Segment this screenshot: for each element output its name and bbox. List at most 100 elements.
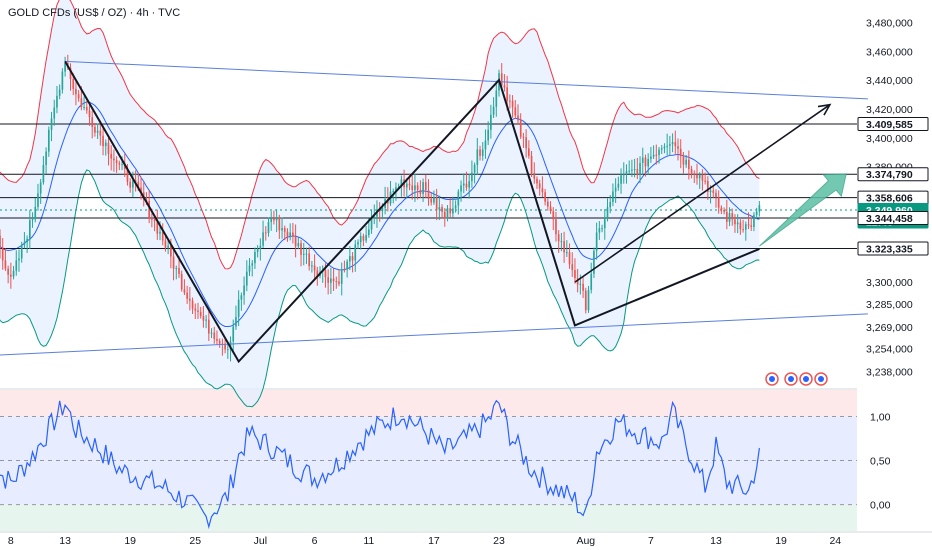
candle-body: [492, 106, 495, 115]
candle-body: [739, 222, 742, 230]
candle-body: [457, 191, 460, 206]
candle-body: [72, 79, 75, 89]
candle-body: [424, 182, 427, 191]
candle-body: [281, 228, 283, 231]
candle-body: [15, 260, 18, 271]
candle-body: [438, 207, 441, 210]
price-tick-label: 3,440,000: [866, 75, 913, 87]
candle-body: [18, 258, 20, 261]
price-tick-label: 3,238,000: [866, 367, 913, 379]
candle-body: [151, 218, 153, 220]
price-axis[interactable]: 3,480,000 3,460,000 3,440,000 3,420,000 3,40…: [866, 17, 913, 378]
candle-body: [332, 278, 335, 282]
time-tick-label: Jul: [254, 535, 267, 547]
candle-body: [0, 235, 1, 248]
price-tick-label: 3,460,000: [866, 46, 913, 58]
candle-body: [758, 205, 761, 212]
candle-body: [563, 241, 565, 253]
candle-body: [134, 180, 137, 182]
candle-body: [544, 192, 546, 202]
candle-body: [587, 289, 590, 311]
candle-body: [362, 235, 365, 241]
candle-body: [69, 67, 72, 80]
candle-body: [115, 160, 118, 164]
candle-body: [77, 94, 80, 99]
candle-body: [308, 253, 311, 267]
price-tick-label: 3,254,000: [866, 343, 913, 355]
candle-body: [126, 169, 129, 182]
candle-body: [197, 310, 199, 312]
candle-body: [584, 290, 587, 311]
candle-body: [603, 219, 606, 229]
candle-body: [625, 171, 628, 175]
candle-body: [454, 205, 457, 209]
candle-body: [650, 156, 652, 159]
candle-body: [202, 315, 205, 321]
time-tick-label: 11: [363, 535, 374, 547]
candle-body: [706, 180, 709, 193]
candle-body: [742, 229, 744, 231]
candle-body: [392, 191, 395, 193]
price-tick-label: 3,269,000: [866, 322, 913, 334]
candle-body: [110, 153, 113, 159]
candle-body: [755, 211, 758, 215]
time-tick-label: 6: [312, 535, 318, 547]
candle-body: [533, 173, 536, 179]
candle-body: [367, 229, 370, 236]
candle-body: [58, 89, 61, 96]
candle-body: [213, 332, 216, 339]
candle-body: [243, 285, 245, 296]
candle-body: [349, 256, 351, 262]
candle-body: [354, 244, 357, 261]
candle-body: [582, 283, 584, 291]
candle-body: [560, 241, 563, 243]
candle-body: [218, 340, 221, 344]
candle-body: [85, 106, 88, 111]
candle-body: [343, 269, 346, 271]
candle-body: [278, 217, 281, 231]
candle-body: [199, 311, 202, 316]
candle-body: [481, 149, 484, 156]
candle-body: [715, 192, 717, 197]
candle-body: [476, 149, 479, 165]
time-axis[interactable]: 8 13 19 25 Jul 6 11 17 23 Aug 7 13 19 24: [0, 531, 932, 547]
price-labels: 3.409,5853.374,7903.358,6063.349,96012:4…: [857, 117, 929, 256]
candle-body: [264, 232, 267, 234]
lower-trendline: [0, 313, 868, 356]
price-label-text: 3.409,585: [866, 119, 913, 131]
candle-body: [530, 155, 533, 174]
candle-body: [598, 228, 601, 233]
candle-body: [256, 249, 259, 252]
candle-body: [419, 189, 422, 194]
rsi-oversold-zone: [0, 504, 857, 531]
price-tick-label: 3,480,000: [866, 17, 913, 29]
candle-body: [525, 137, 527, 149]
rsi-tick-label: 1,00: [870, 411, 891, 423]
rsi-axis[interactable]: 1,00 0,50 0,00: [870, 411, 891, 511]
candle-body: [39, 182, 42, 194]
candle-body: [639, 162, 641, 175]
candle-body: [270, 218, 273, 223]
candle-body: [471, 172, 473, 182]
candle-body: [273, 218, 275, 221]
candle-body: [254, 251, 256, 264]
candle-body: [747, 224, 750, 226]
target-arrow: [759, 173, 847, 247]
candle-body: [679, 148, 682, 157]
chart-title: GOLD CFDs (US$ / OZ) · 4h · TVC: [8, 7, 180, 19]
candle-body: [7, 268, 9, 275]
candle-body: [183, 289, 186, 293]
candle-body: [31, 219, 34, 221]
candle-body: [704, 180, 706, 182]
candle-body: [1, 247, 4, 261]
candle-body: [647, 158, 650, 167]
candle-body: [357, 242, 359, 245]
candle-body: [123, 164, 126, 170]
candle-body: [446, 208, 449, 219]
time-tick-label: 13: [59, 535, 71, 547]
candles: [0, 54, 761, 362]
time-tick-label: 23: [493, 535, 505, 547]
candle-body: [734, 219, 736, 225]
candle-body: [612, 191, 614, 203]
